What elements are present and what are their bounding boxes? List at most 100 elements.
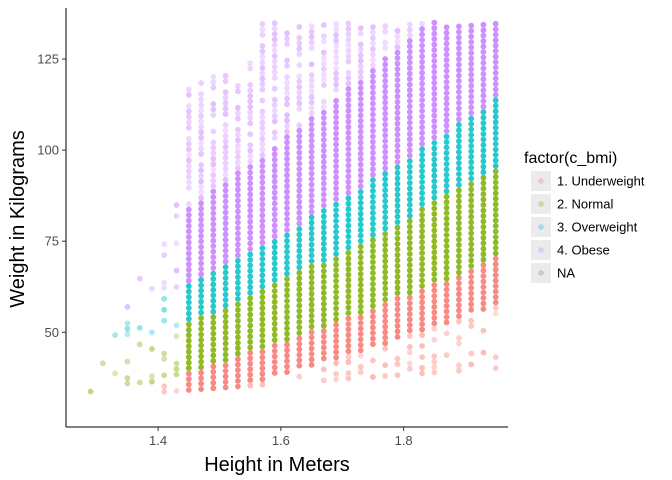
legend-label: 4. Obese	[557, 243, 610, 258]
data-point	[370, 248, 376, 255]
data-point	[333, 289, 339, 295]
data-point	[370, 24, 376, 30]
data-point	[456, 111, 462, 117]
data-point	[480, 60, 487, 66]
data-point	[468, 257, 475, 264]
data-point	[406, 76, 413, 82]
data-point	[247, 142, 254, 149]
data-point	[357, 314, 364, 321]
data-point	[222, 373, 229, 380]
data-point	[210, 237, 217, 244]
data-point	[492, 26, 499, 33]
data-point	[320, 257, 327, 263]
data-point	[480, 251, 487, 258]
data-point	[419, 113, 425, 120]
data-point	[394, 44, 401, 51]
data-point	[210, 210, 217, 217]
data-point	[382, 39, 389, 46]
data-point	[333, 152, 339, 159]
data-point	[247, 153, 254, 160]
data-point	[419, 304, 425, 311]
data-point	[443, 62, 450, 69]
data-point	[320, 284, 327, 291]
data-point	[198, 293, 205, 300]
data-point	[492, 152, 499, 158]
data-point	[320, 191, 327, 198]
data-point	[394, 55, 401, 61]
data-point	[308, 99, 315, 106]
data-point	[235, 175, 241, 182]
data-point	[333, 136, 339, 142]
data-point	[308, 340, 315, 346]
data-point	[271, 74, 278, 81]
data-point	[492, 294, 499, 300]
data-point	[259, 53, 266, 60]
data-point	[419, 206, 425, 213]
data-point	[357, 101, 364, 108]
data-point	[284, 336, 290, 343]
data-point	[333, 114, 339, 121]
data-point	[370, 106, 376, 112]
data-point	[443, 144, 450, 151]
data-point	[259, 152, 266, 159]
data-point	[394, 235, 401, 242]
data-point	[259, 305, 266, 312]
data-point	[456, 50, 462, 57]
data-point	[345, 42, 352, 49]
data-point	[468, 71, 475, 78]
data-point	[492, 239, 499, 246]
data-point	[370, 188, 376, 194]
data-point	[333, 163, 339, 170]
data-point	[235, 307, 241, 313]
data-point	[419, 69, 425, 76]
data-point	[456, 291, 462, 298]
data-point	[296, 133, 303, 140]
data-point	[222, 209, 229, 216]
data-point	[357, 205, 364, 212]
legend-key-bg	[531, 194, 551, 214]
data-point	[443, 199, 450, 206]
data-point	[345, 288, 352, 295]
data-point	[333, 343, 339, 350]
data-point	[259, 157, 266, 164]
data-point	[394, 99, 401, 105]
data-point	[271, 293, 278, 300]
data-point	[419, 261, 425, 267]
data-point	[320, 175, 327, 182]
data-point	[357, 227, 364, 234]
data-point	[480, 43, 487, 50]
data-point	[492, 212, 499, 219]
data-point	[320, 131, 327, 138]
data-point	[468, 170, 475, 177]
data-point	[419, 272, 425, 278]
data-point	[382, 72, 389, 79]
data-point	[345, 25, 352, 32]
data-point	[492, 53, 499, 60]
data-point	[320, 301, 327, 307]
data-point	[345, 342, 352, 349]
data-point	[382, 154, 389, 161]
data-point	[247, 306, 254, 312]
data-point	[308, 241, 315, 248]
data-point	[296, 127, 303, 134]
data-point	[333, 338, 339, 345]
data-point	[247, 120, 254, 127]
data-point	[222, 307, 229, 314]
data-point	[235, 383, 241, 390]
data-point	[431, 304, 438, 310]
data-point	[320, 120, 327, 127]
data-point	[296, 291, 303, 298]
data-point	[271, 151, 278, 158]
data-point	[198, 386, 205, 392]
data-point	[382, 176, 389, 183]
data-point	[259, 114, 266, 120]
data-point	[443, 57, 450, 63]
data-point	[284, 30, 290, 37]
data-point	[419, 212, 425, 218]
data-point	[284, 166, 290, 173]
data-point	[456, 362, 462, 369]
data-point	[468, 121, 475, 127]
data-point	[333, 332, 339, 339]
data-point	[320, 142, 327, 149]
data-point	[382, 61, 389, 68]
